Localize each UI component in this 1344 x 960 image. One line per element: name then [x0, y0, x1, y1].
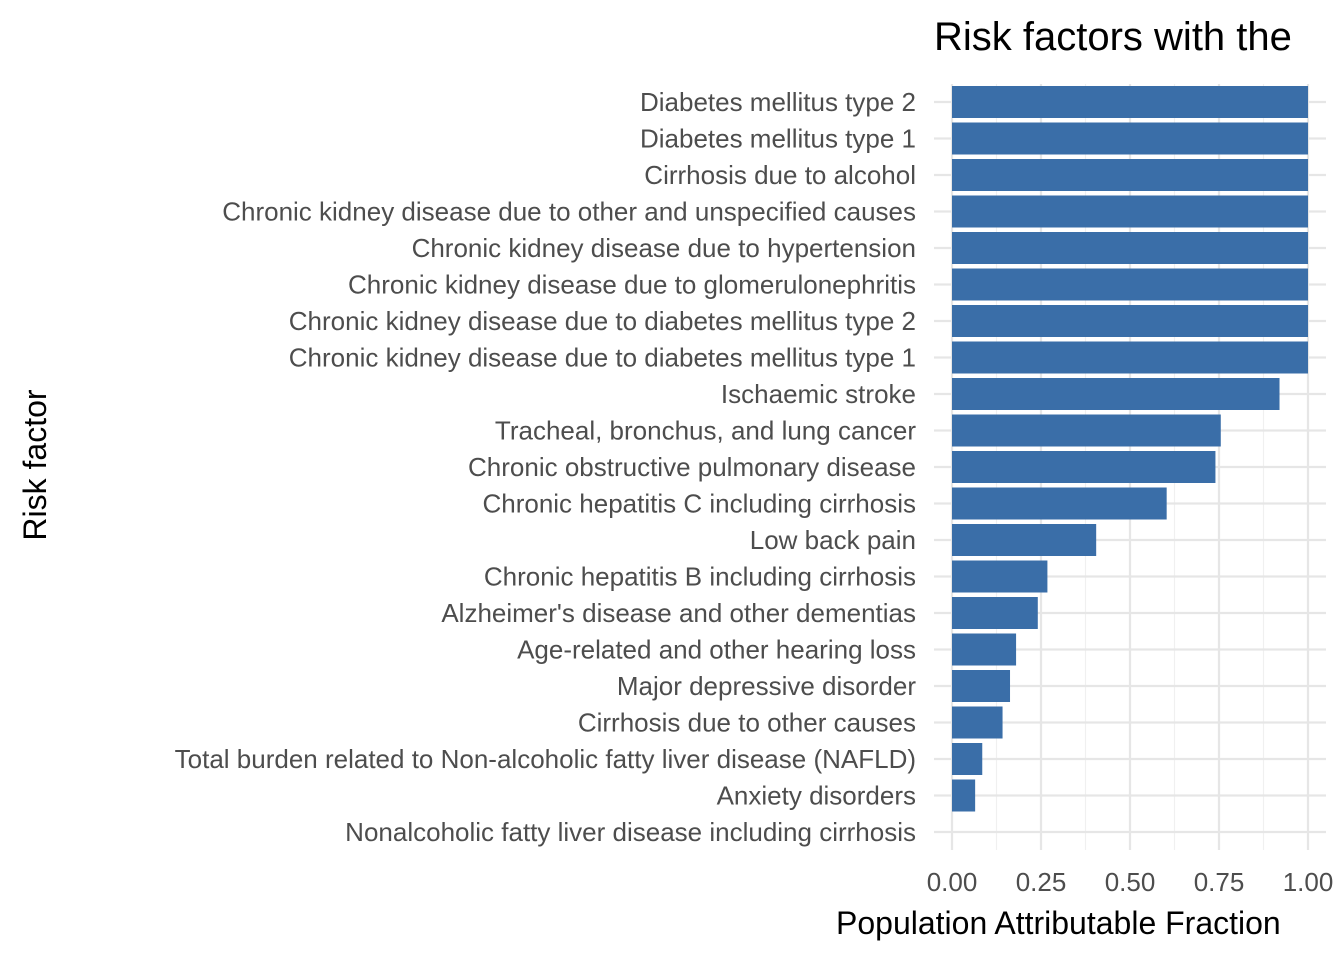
y-tick-label: Chronic kidney disease due to glomerulon…	[348, 270, 916, 300]
y-tick-label: Low back pain	[750, 525, 916, 555]
y-tick-label: Age-related and other hearing loss	[517, 635, 916, 665]
bar	[952, 305, 1308, 337]
bar	[952, 451, 1216, 483]
y-tick-label: Cirrhosis due to other causes	[578, 708, 916, 738]
bar	[952, 706, 1003, 739]
x-tick-label: 0.50	[1105, 867, 1156, 897]
y-tick-labels: Diabetes mellitus type 2 Diabetes mellitu…	[175, 87, 917, 847]
bar	[952, 560, 1048, 593]
y-tick-label: Chronic kidney disease due to hypertensi…	[412, 233, 916, 263]
bar	[952, 159, 1308, 191]
y-tick-label: Chronic hepatitis B including cirrhosis	[484, 562, 916, 592]
y-tick-label: Chronic hepatitis C including cirrhosis	[482, 489, 916, 519]
y-tick-label: Major depressive disorder	[617, 671, 916, 701]
bar	[952, 524, 1097, 556]
chart-title: Risk factors with the	[934, 15, 1292, 59]
bar	[952, 378, 1280, 410]
bar	[952, 779, 976, 812]
bar	[952, 597, 1038, 629]
y-tick-label: Chronic kidney disease due to diabetes m…	[289, 306, 916, 336]
x-axis-title: Population Attributable Fraction	[836, 905, 1281, 941]
bar	[952, 633, 1017, 666]
bar	[952, 670, 1011, 702]
y-tick-label: Chronic kidney disease due to other and …	[222, 197, 916, 227]
y-tick-label: Chronic obstructive pulmonary disease	[468, 452, 916, 482]
x-tick-label: 0.75	[1194, 867, 1245, 897]
bar	[952, 487, 1167, 520]
bar	[952, 743, 983, 775]
y-tick-label: Diabetes mellitus type 1	[640, 124, 916, 154]
y-axis-title: Risk factor	[17, 389, 53, 540]
x-tick-label: 1.00	[1283, 867, 1334, 897]
bar	[952, 341, 1308, 374]
y-tick-label: Chronic kidney disease due to diabetes m…	[289, 343, 916, 373]
x-tick-label: 0.25	[1016, 867, 1067, 897]
x-tick-labels: 0.00 0.25 0.50 0.75 1.00	[927, 867, 1334, 897]
y-tick-label: Nonalcoholic fatty liver disease includi…	[345, 817, 916, 847]
bar	[952, 122, 1308, 155]
bar	[952, 86, 1308, 118]
y-tick-label: Diabetes mellitus type 2	[640, 87, 916, 117]
bar-group	[952, 86, 1308, 812]
x-tick-label: 0.00	[927, 867, 978, 897]
bar	[952, 195, 1308, 228]
bar	[952, 268, 1308, 301]
y-tick-label: Anxiety disorders	[717, 781, 916, 811]
bar	[952, 414, 1221, 447]
y-tick-label: Alzheimer's disease and other dementias	[441, 598, 916, 628]
y-tick-label: Cirrhosis due to alcohol	[644, 160, 916, 190]
y-tick-label: Total burden related to Non-alcoholic fa…	[175, 744, 916, 774]
y-tick-label: Tracheal, bronchus, and lung cancer	[495, 416, 916, 446]
bar	[952, 232, 1308, 264]
y-tick-label: Ischaemic stroke	[721, 379, 916, 409]
